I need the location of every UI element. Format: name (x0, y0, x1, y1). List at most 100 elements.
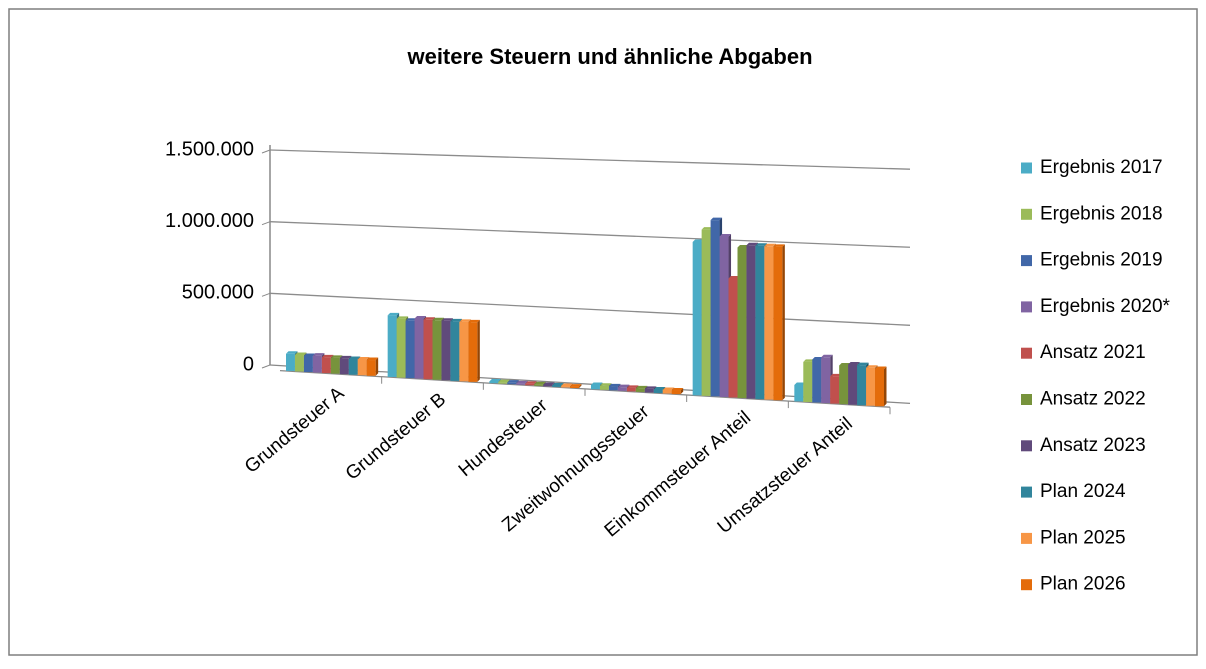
bar-front (764, 246, 774, 400)
bar-front (626, 387, 636, 392)
bar (468, 319, 480, 382)
bar-front (591, 384, 600, 390)
bar-top (516, 380, 528, 384)
bar-front (773, 246, 783, 401)
bar-front (803, 361, 813, 402)
legend-swatch (1021, 440, 1032, 452)
bar-front (839, 365, 849, 405)
chart-title: weitere Steuern und ähnliche Abgaben (406, 44, 812, 69)
legend-label: Ergebnis 2018 (1040, 203, 1163, 224)
legend-swatch (1021, 347, 1032, 359)
bar-front (489, 381, 499, 384)
bar-top (755, 243, 767, 246)
bar-front (459, 321, 469, 382)
bar-top (737, 245, 749, 248)
bar-top (617, 384, 630, 388)
bar-top (692, 239, 705, 242)
bar-front (423, 319, 433, 380)
bar-front (396, 318, 406, 378)
bar (671, 388, 684, 395)
bar-front (608, 386, 618, 391)
legend-swatch (1021, 532, 1032, 544)
legend-label: Ansatz 2021 (1040, 342, 1146, 363)
bar-top (396, 316, 409, 319)
bar-top (507, 380, 519, 383)
bar-top (423, 317, 435, 320)
bar-top (498, 379, 510, 383)
bar-top (294, 352, 307, 356)
bar-front (387, 315, 397, 378)
bar-top (830, 373, 842, 377)
bar (366, 357, 379, 376)
tick-mark (261, 149, 271, 154)
bar-front (662, 389, 672, 394)
bar-front (728, 278, 738, 398)
bar-top (857, 362, 869, 366)
legend-label: Plan 2024 (1040, 481, 1126, 502)
bar-front (635, 388, 645, 392)
bar-front (617, 387, 627, 391)
legend-swatch (1021, 579, 1032, 591)
bar-front (794, 384, 804, 402)
bar-front (755, 245, 765, 400)
bar-front (848, 364, 858, 405)
bar-top (441, 318, 453, 321)
bar-top (710, 217, 723, 221)
bar-top (773, 244, 785, 247)
bar (561, 383, 573, 388)
y-tick-label: 0 (243, 353, 254, 375)
bar-front (543, 384, 553, 387)
bar-top (746, 242, 758, 246)
bar-top (321, 354, 334, 358)
bar-front (303, 355, 313, 373)
bar-side (680, 388, 684, 395)
grid-line (269, 292, 911, 326)
legend-label: Ergebnis 2017 (1040, 157, 1163, 178)
bar-front (534, 384, 544, 386)
legend-swatch (1021, 255, 1032, 267)
bar-side (375, 357, 379, 376)
bar-front (719, 236, 729, 397)
bar-front (525, 383, 535, 386)
legend-swatch (1021, 301, 1032, 313)
bar-top (701, 227, 714, 230)
bar-front (737, 247, 747, 399)
bar-front (701, 229, 711, 396)
legend-label: Ergebnis 2020* (1040, 296, 1171, 317)
bar-top (591, 382, 603, 385)
legend-swatch (1021, 486, 1032, 498)
legend-swatch (1021, 162, 1032, 174)
bar-top (728, 276, 740, 279)
bar-front (570, 386, 579, 389)
tick-mark (261, 292, 271, 297)
legend-label: Ansatz 2022 (1040, 389, 1146, 410)
bar-top (534, 381, 546, 385)
bar-side (782, 244, 785, 401)
bar-side (477, 319, 480, 382)
bar-front (321, 357, 331, 374)
bar-front (821, 357, 831, 404)
legend-label: Ergebnis 2019 (1040, 250, 1163, 271)
y-tick-label: 500.000 (182, 282, 254, 304)
bar-top (387, 312, 400, 316)
bar-top (366, 357, 379, 361)
bar-front (432, 320, 442, 380)
bar-front (330, 357, 340, 374)
bar-top (348, 356, 361, 359)
bar-top (626, 385, 639, 388)
bar (653, 386, 666, 394)
bar-front (294, 355, 304, 372)
bar-top (570, 384, 582, 387)
bar-front (498, 382, 508, 384)
bar-top (671, 388, 684, 391)
bar-top (414, 315, 427, 319)
bar-front (561, 386, 571, 388)
bar-front (866, 367, 876, 406)
bar-top (662, 387, 675, 390)
bar-top (459, 319, 471, 322)
grid-line (269, 149, 911, 170)
bar-top (303, 353, 316, 356)
bar-top (866, 365, 878, 368)
bar-front (339, 358, 349, 375)
chart-frame (8, 8, 1198, 656)
